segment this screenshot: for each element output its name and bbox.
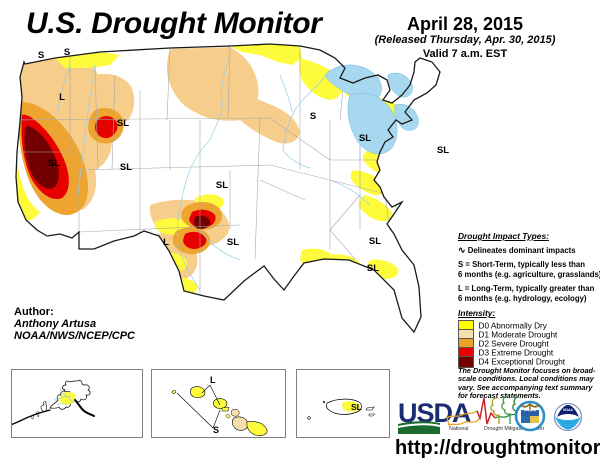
svg-text:S: S xyxy=(310,111,316,122)
svg-text:L: L xyxy=(163,237,169,248)
svg-text:SL: SL xyxy=(369,236,381,247)
svg-text:NOAA: NOAA xyxy=(563,408,573,412)
svg-text:SL: SL xyxy=(437,145,449,156)
svg-text:National: National xyxy=(449,426,468,432)
svg-text:L: L xyxy=(59,92,65,103)
svg-text:SL: SL xyxy=(48,158,60,169)
svg-text:SL: SL xyxy=(120,162,132,173)
svg-text:S: S xyxy=(38,50,44,61)
svg-text:SL: SL xyxy=(117,118,129,129)
svg-text:SL: SL xyxy=(359,133,371,144)
svg-text:S: S xyxy=(64,47,70,58)
svg-text:SL: SL xyxy=(227,237,239,248)
svg-text:SL: SL xyxy=(216,180,228,191)
svg-text:SL: SL xyxy=(351,402,362,412)
svg-text:SL: SL xyxy=(367,263,379,274)
